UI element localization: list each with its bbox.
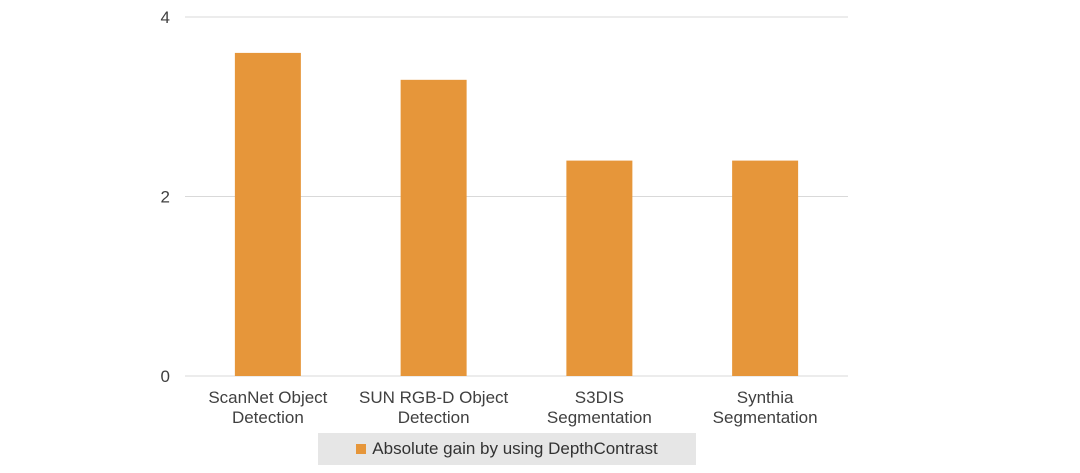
- bar: [234, 52, 301, 377]
- bar: [566, 160, 633, 376]
- y-tick-label: 4: [161, 8, 170, 27]
- legend: Absolute gain by using DepthContrast: [318, 433, 696, 465]
- x-category-label: Segmentation: [713, 408, 818, 427]
- x-category-label: S3DIS: [575, 388, 624, 407]
- x-category-label: Synthia: [737, 388, 794, 407]
- x-category-label: Segmentation: [547, 408, 652, 427]
- x-category-label: Detection: [398, 408, 470, 427]
- x-category-label: ScanNet Object: [208, 388, 327, 407]
- y-tick-label: 2: [161, 188, 170, 207]
- legend-label: Absolute gain by using DepthContrast: [372, 439, 658, 458]
- bar: [400, 79, 467, 376]
- y-tick-label: 0: [161, 367, 170, 386]
- bar: [732, 160, 799, 376]
- legend-swatch: [356, 444, 367, 454]
- x-category-label: SUN RGB-D Object: [359, 388, 509, 407]
- x-category-label: Detection: [232, 408, 304, 427]
